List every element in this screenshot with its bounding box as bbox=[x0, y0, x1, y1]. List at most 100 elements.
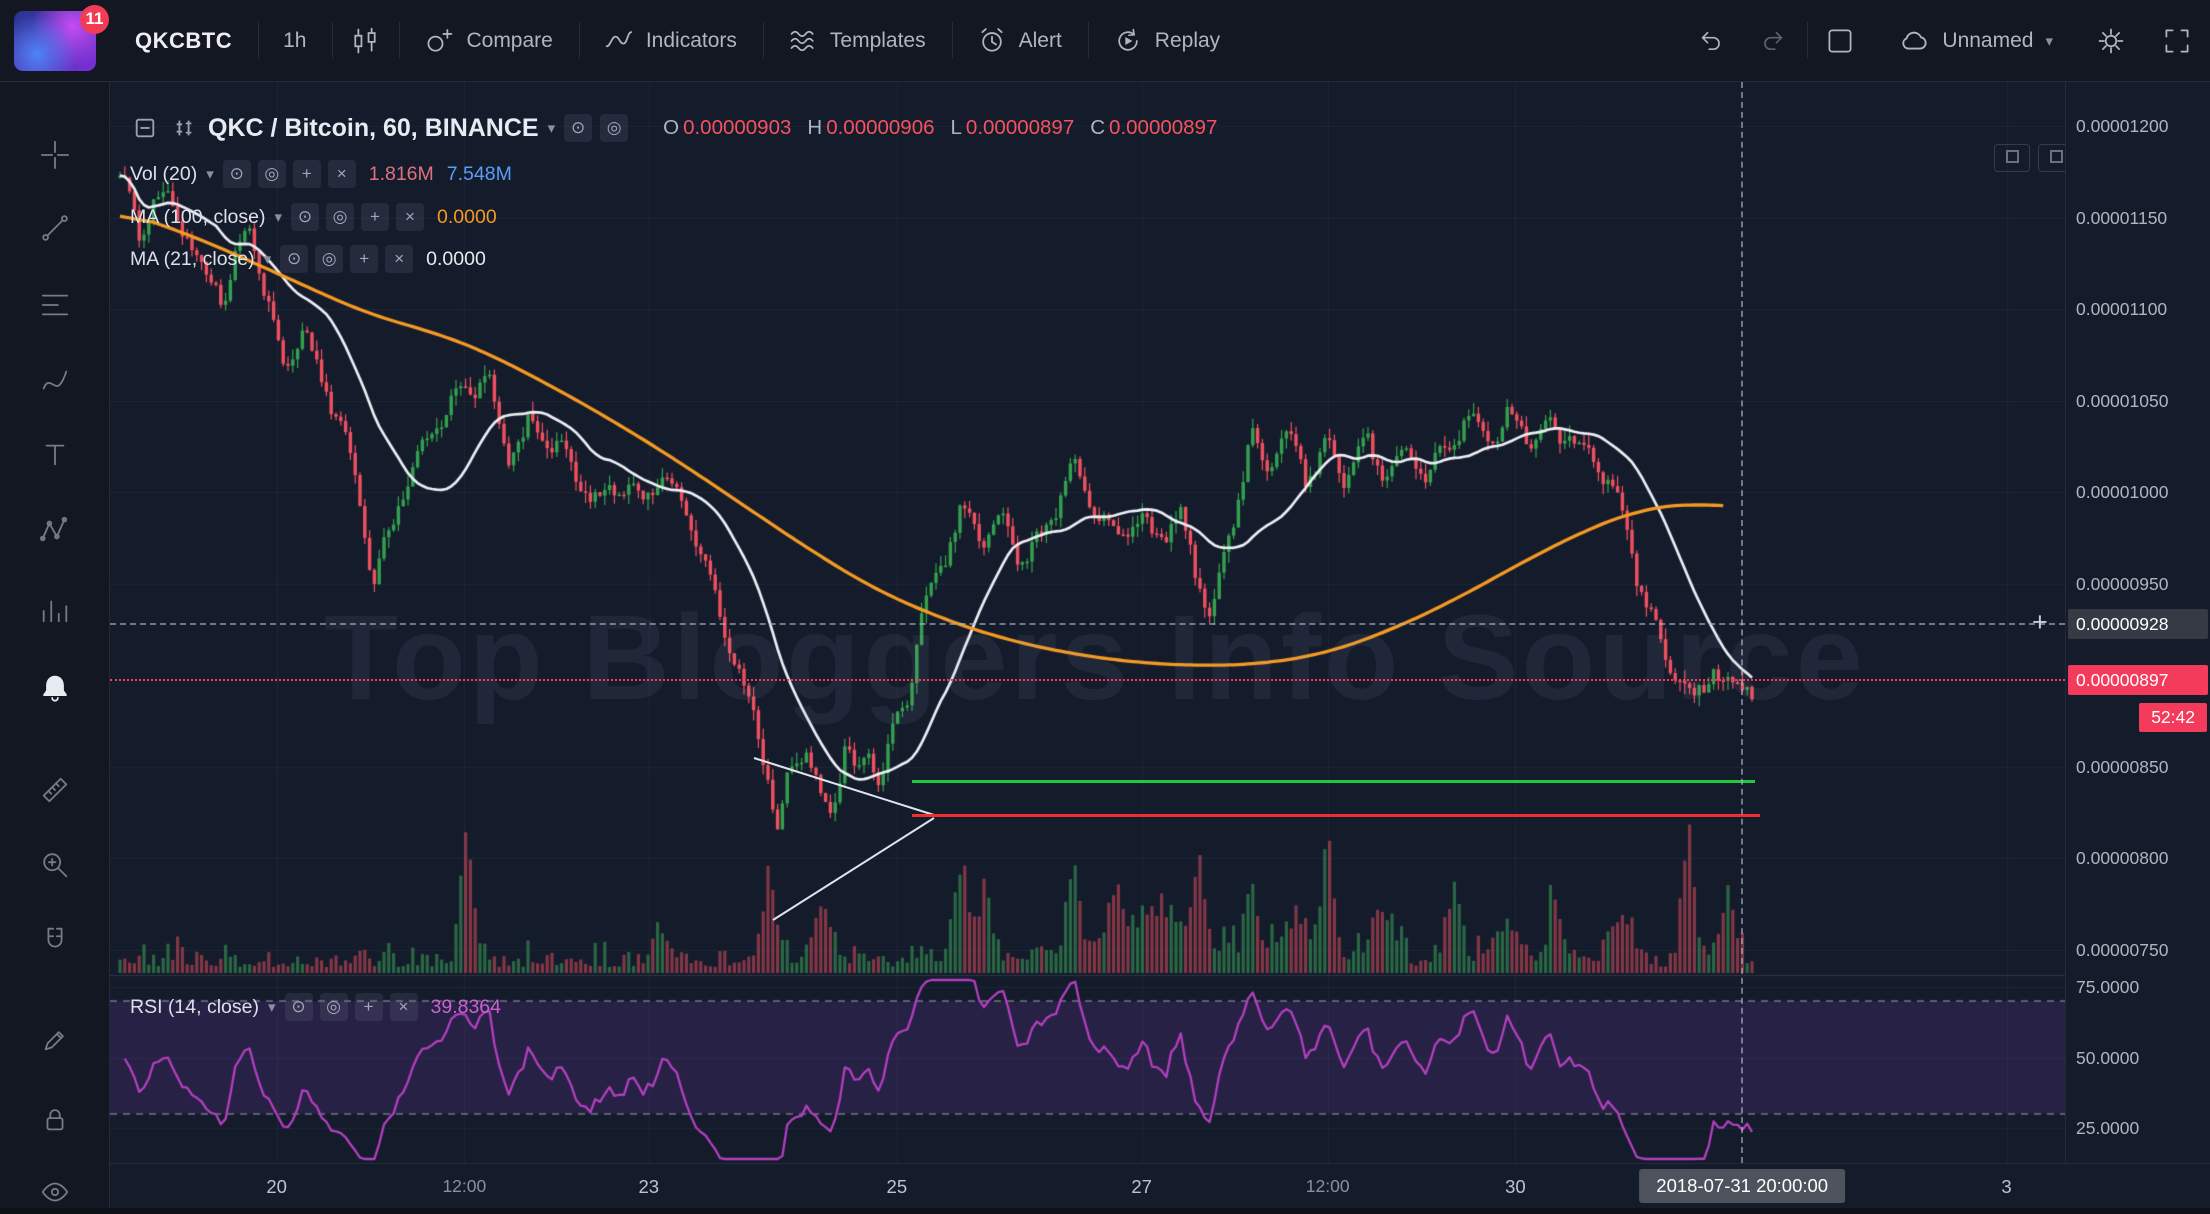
add-icon[interactable]: + bbox=[361, 203, 390, 231]
alert-bell-icon[interactable] bbox=[32, 666, 78, 710]
ma21-indicator-label[interactable]: MA (21, close) bbox=[130, 247, 255, 270]
eye-icon[interactable]: ⊙ bbox=[284, 993, 313, 1021]
brush-icon[interactable] bbox=[32, 358, 78, 402]
time-tick-label: 25 bbox=[886, 1176, 908, 1197]
indicator-action-icons: ⊙ ◎ + × bbox=[284, 993, 418, 1021]
time-axis[interactable]: 2018-07-31 20:00:00 20 12:00 23 25 27 12:00 30… bbox=[0, 1163, 2210, 1208]
edit-icon[interactable] bbox=[32, 1018, 78, 1062]
redo-button[interactable] bbox=[1742, 0, 1806, 81]
left-toolbar bbox=[0, 82, 110, 1208]
symbol-title[interactable]: QKC / Bitcoin, 60, BINANCE bbox=[208, 113, 539, 142]
chevron-down-icon[interactable]: ▾ bbox=[267, 999, 276, 1016]
top-toolbar: 11 QKCBTC 1h Compare Indicators Template… bbox=[0, 0, 2210, 82]
time-tick-label: 30 bbox=[1505, 1176, 1526, 1197]
xabcd-pattern-icon[interactable] bbox=[32, 508, 78, 552]
text-icon[interactable] bbox=[32, 433, 78, 477]
settings-button[interactable] bbox=[2078, 0, 2144, 81]
green-horizontal-line[interactable] bbox=[911, 779, 1756, 783]
time-tick-label: 23 bbox=[638, 1176, 660, 1197]
price-chart-canvas[interactable] bbox=[110, 82, 2065, 1163]
settings-icon[interactable]: ◎ bbox=[257, 160, 286, 188]
add-icon[interactable]: + bbox=[354, 993, 383, 1021]
magnet-icon[interactable] bbox=[32, 918, 78, 962]
close-icon[interactable]: × bbox=[389, 993, 418, 1021]
symbol-button[interactable]: QKCBTC bbox=[110, 0, 257, 81]
price-tick-label: 0.00000750 bbox=[2076, 939, 2169, 960]
settings-icon[interactable]: ◎ bbox=[319, 993, 348, 1021]
ohlc-value: 0.00000897 bbox=[1109, 116, 1218, 139]
add-icon[interactable]: + bbox=[292, 160, 321, 188]
more-icon[interactable]: ◎ bbox=[600, 114, 629, 142]
price-tick-label: 0.00000950 bbox=[2076, 573, 2169, 594]
cloud-icon bbox=[1902, 31, 1928, 49]
chart-area[interactable]: Top Bloggers Info Source + QKC / Bitcoin… bbox=[110, 82, 2065, 1163]
collapse-pane-icon[interactable] bbox=[2038, 144, 2065, 172]
chevron-down-icon[interactable]: ▾ bbox=[263, 251, 272, 268]
eye-icon[interactable] bbox=[32, 1170, 78, 1214]
ruler-icon[interactable] bbox=[32, 768, 78, 812]
close-icon[interactable]: × bbox=[327, 160, 356, 188]
volume-indicator-label[interactable]: Vol (20) bbox=[130, 162, 198, 185]
alert-button[interactable]: Alert bbox=[951, 0, 1087, 81]
ma100-indicator-label[interactable]: MA (100, close) bbox=[130, 205, 266, 228]
undo-icon bbox=[1702, 31, 1721, 50]
chevron-down-icon[interactable]: ▾ bbox=[547, 120, 556, 137]
layout-button[interactable] bbox=[1806, 0, 1873, 81]
templates-label: Templates bbox=[829, 28, 926, 52]
settings-icon[interactable]: ◎ bbox=[315, 245, 344, 273]
last-price-badge: 0.00000897 bbox=[2068, 665, 2208, 696]
chevron-down-icon[interactable]: ▾ bbox=[206, 166, 214, 183]
compare-button[interactable]: Compare bbox=[398, 0, 577, 81]
zoom-in-icon[interactable] bbox=[32, 843, 78, 887]
ma100-value: 0.0000 bbox=[437, 205, 497, 228]
red-horizontal-line[interactable] bbox=[911, 814, 1761, 818]
undo-button[interactable] bbox=[1678, 0, 1742, 81]
price-axis[interactable]: 0.00000928 0.00000897 52:42 0.00001200 0.… bbox=[2065, 82, 2210, 1163]
crosshair-icon[interactable] bbox=[32, 133, 78, 177]
interval-button[interactable]: 1h bbox=[257, 0, 331, 81]
chart-type-icon[interactable] bbox=[169, 113, 199, 143]
ma21-value: 0.0000 bbox=[426, 247, 486, 270]
redo-icon bbox=[1764, 31, 1783, 50]
eye-icon[interactable]: ⊙ bbox=[280, 245, 309, 273]
ohlc-values: O 0.00000903 H 0.00000906 L 0.00000897 C 0.0000… bbox=[647, 116, 1217, 140]
fullscreen-icon bbox=[2165, 29, 2189, 52]
main-legend-row: QKC / Bitcoin, 60, BINANCE ▾ ⊙ ◎ O 0.00000… bbox=[130, 111, 1217, 145]
forecast-icon[interactable] bbox=[32, 588, 78, 632]
ohlc-key: O bbox=[663, 116, 680, 139]
indicator-action-icons: ⊙ ◎ + × bbox=[222, 160, 356, 188]
layout-name-label: Unnamed bbox=[1942, 28, 2034, 52]
eye-icon[interactable]: ⊙ bbox=[222, 160, 251, 188]
volume-value: 1.816M bbox=[368, 162, 434, 185]
chart-style-button[interactable] bbox=[331, 0, 398, 81]
replay-icon bbox=[1118, 28, 1138, 51]
eye-icon[interactable]: ⊙ bbox=[291, 203, 320, 231]
crosshair-price-badge: 0.00000928 bbox=[2068, 608, 2208, 639]
replay-button[interactable]: Replay bbox=[1087, 0, 1245, 81]
candle-countdown-badge: 52:42 bbox=[2139, 703, 2207, 733]
indicators-label: Indicators bbox=[645, 28, 737, 52]
trend-line-icon[interactable] bbox=[32, 206, 78, 250]
add-alert-plus-icon[interactable]: + bbox=[2032, 606, 2048, 637]
lock-icon[interactable] bbox=[32, 1098, 78, 1142]
chevron-down-icon[interactable]: ▾ bbox=[274, 209, 283, 226]
last-price-line bbox=[110, 679, 2065, 682]
close-icon[interactable]: × bbox=[396, 203, 425, 231]
eye-icon[interactable]: ⊙ bbox=[564, 114, 593, 142]
fib-retracement-icon[interactable] bbox=[32, 283, 78, 327]
time-tick-label: 20 bbox=[266, 1176, 287, 1197]
maximize-pane-icon[interactable] bbox=[1994, 144, 2030, 172]
templates-button[interactable]: Templates bbox=[762, 0, 951, 81]
indicators-button[interactable]: Indicators bbox=[578, 0, 762, 81]
close-icon[interactable]: × bbox=[385, 245, 414, 273]
add-icon[interactable]: + bbox=[350, 245, 379, 273]
cloud-save-button[interactable]: Unnamed ▾ bbox=[1873, 0, 2078, 81]
settings-icon[interactable]: ◎ bbox=[326, 203, 355, 231]
price-tick-label: 0.00001050 bbox=[2076, 390, 2169, 411]
notification-badge[interactable]: 11 bbox=[80, 4, 109, 34]
rsi-indicator-label[interactable]: RSI (14, close) bbox=[130, 995, 259, 1018]
collapse-legend-icon[interactable] bbox=[130, 113, 160, 143]
app-logo[interactable]: 11 bbox=[0, 0, 110, 82]
fullscreen-button[interactable] bbox=[2144, 0, 2210, 81]
replay-label: Replay bbox=[1154, 28, 1221, 52]
